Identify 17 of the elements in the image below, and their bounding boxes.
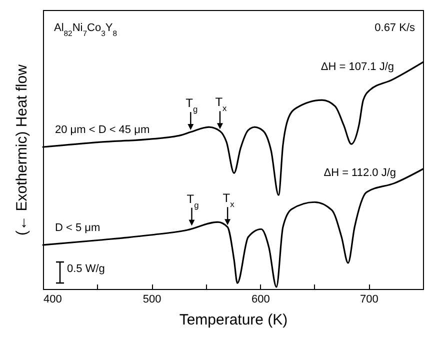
x-tick-label: 400 <box>44 294 62 306</box>
text: Al$_{82}$Ni$_{7}$Co$_{3}$Y$_{8}$ <box>54 22 117 38</box>
x-tick-label: 700 <box>360 294 378 306</box>
annotation: T$_{g}$ <box>186 192 200 210</box>
annotation: T$_{x}$ <box>215 95 228 114</box>
annotation: ΔH = 107.1 J/g <box>320 61 394 73</box>
x-tick-label: 600 <box>251 294 270 306</box>
text: 0.67 K/s <box>374 22 416 34</box>
series-label: D < 5 μm <box>55 222 100 234</box>
annotation: T$_{g}$ <box>186 96 198 114</box>
annotation: 0.5 W/g <box>67 263 105 275</box>
annotation: T$_{x}$ <box>222 191 236 210</box>
series-label: 20 μm < D < 45 μm <box>55 124 150 136</box>
x-tick-label: 500 <box>142 294 162 306</box>
annotation: ΔH = 112.0 J/g <box>324 167 396 179</box>
y-axis-title: (← Exothermic) Heat flow <box>14 64 30 236</box>
x-axis-title: Temperature (K) <box>179 312 288 328</box>
